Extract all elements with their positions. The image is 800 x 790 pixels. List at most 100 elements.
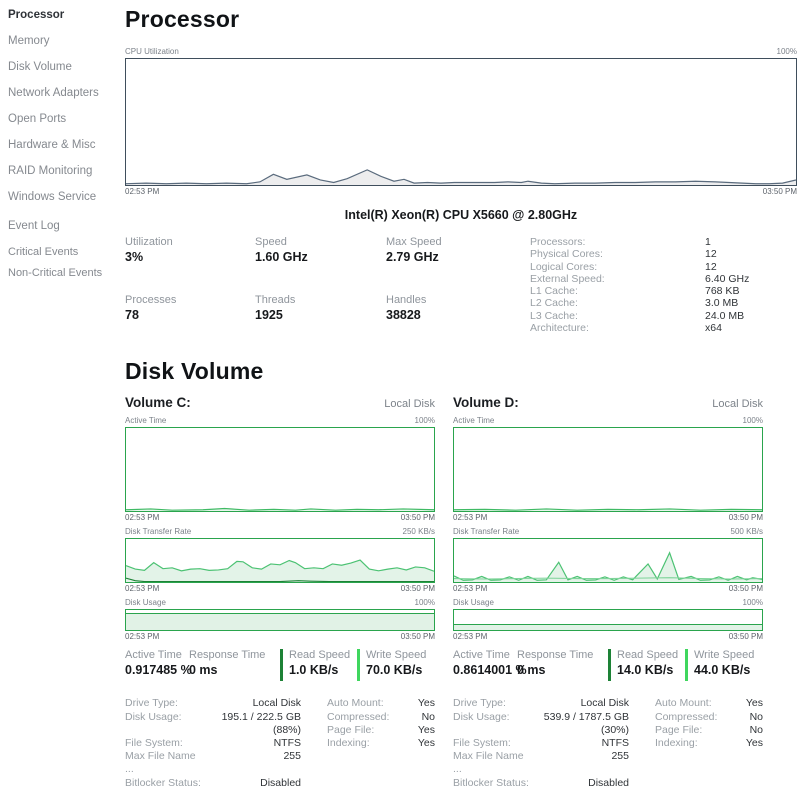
volume-c-read-speed-stat: Read Speed 1.0 KB/s — [280, 649, 350, 682]
detail-value: 24.0 MB — [705, 309, 745, 322]
volume-c-active-time-axis: 02:53 PM 03:50 PM — [125, 513, 435, 522]
volume-c-transfer-head: Disk Transfer Rate 250 KB/s — [125, 527, 435, 536]
volume-detail-row: Bitlocker Status: Disabled — [453, 777, 629, 790]
processor-stats-area: Utilization 3% Speed 1.60 GHz Max Speed 2.79 … — [125, 236, 797, 334]
detail-label: Indexing: — [655, 736, 698, 749]
sidebar-item-windows-service[interactable]: Windows Service — [8, 191, 97, 203]
stat-value: 0 ms — [189, 663, 218, 678]
cpu-chart-max-label: 100% — [776, 47, 797, 56]
volume-c-transfer-head-label: Disk Transfer Rate — [125, 527, 192, 537]
detail-value: Yes — [417, 723, 435, 736]
cpu-detail-row: Processors: 1 — [530, 236, 762, 248]
stat-label: Response Time — [517, 649, 594, 662]
detail-value: 1 — [705, 236, 711, 248]
volume-detail-row: Bitlocker Status: Disabled — [125, 777, 301, 790]
volume-c-name: Volume C: — [125, 395, 191, 411]
sidebar-item-disk-volume[interactable]: Disk Volume — [8, 61, 72, 73]
sidebar-item-hardware-misc[interactable]: Hardware & Misc — [8, 139, 96, 151]
stat-value: 38828 — [386, 307, 421, 322]
cpu-chart-time-axis: 02:53 PM 03:50 PM — [125, 187, 797, 196]
stat-value: 78 — [125, 307, 139, 322]
volume-detail-row: Drive Type: Local Disk — [453, 697, 629, 710]
volume-c-transfer-axis: 02:53 PM 03:50 PM — [125, 584, 435, 593]
detail-label: Physical Cores: — [530, 248, 603, 261]
detail-label: Auto Mount: — [327, 697, 384, 710]
sidebar-item-network-adapters[interactable]: Network Adapters — [8, 87, 99, 99]
volume-d-active-time-axis: 02:53 PM 03:50 PM — [453, 513, 763, 522]
stat-label: Active Time — [453, 649, 510, 662]
detail-value: 195.1 / 222.5 GB (88%) — [221, 710, 301, 736]
volume-c-transfer-axis-end: 03:50 PM — [400, 584, 435, 594]
sidebar-item-critical-events[interactable]: Critical Events — [8, 246, 79, 258]
volume-c-usage-head-max: 100% — [414, 598, 435, 608]
sidebar-item-processor[interactable]: Processor — [8, 9, 65, 21]
volume-d-type: Local Disk — [712, 398, 763, 411]
stat-value: 2.79 GHz — [386, 250, 439, 264]
detail-value: 12 — [705, 248, 717, 261]
cpu-stat-handles: Handles 38828 — [386, 294, 530, 335]
volume-c-usage-axis: 02:53 PM 03:50 PM — [125, 632, 435, 641]
cpu-stat-threads: Threads 1925 — [255, 294, 386, 335]
sidebar-item-memory[interactable]: Memory — [8, 35, 50, 47]
detail-value: Yes — [417, 736, 435, 749]
cpu-detail-row: L2 Cache: 3.0 MB — [530, 297, 762, 309]
stat-label: Speed — [255, 236, 287, 248]
detail-label: Max File Name ... — [125, 750, 196, 776]
stat-label: Utilization — [125, 236, 173, 248]
processor-section: Processor CPU Utilization 100% 02:53 PM … — [125, 6, 797, 334]
detail-value: Local Disk — [252, 697, 301, 710]
volume-detail-row: Page File: Yes — [327, 724, 435, 737]
volume-c-stats: Active Time 0.917485 % Response Time 0 ms Re… — [125, 649, 435, 683]
detail-label: Processors: — [530, 236, 586, 248]
detail-label: Max File Name ... — [453, 750, 524, 776]
stat-label: Max Speed — [386, 236, 442, 248]
volume-d-details-right: Auto Mount: Yes Compressed: No Page File: No I… — [655, 697, 763, 789]
volume-d-active-time-axis-end: 03:50 PM — [728, 513, 763, 523]
detail-label: Architecture: — [530, 322, 589, 335]
volume-detail-row: Disk Usage: 539.9 / 1787.5 GB (30%) — [453, 711, 629, 737]
volume-d-transfer-head: Disk Transfer Rate 500 KB/s — [453, 527, 763, 536]
processor-section-title: Processor — [125, 6, 240, 32]
sidebar-item-event-log[interactable]: Event Log — [8, 220, 60, 232]
volume-d-transfer-axis-start: 02:53 PM — [453, 584, 488, 594]
volume-detail-row: File System: NTFS — [125, 737, 301, 750]
volume-c: Volume C: Local Disk Active Time 100% 02:53 … — [125, 395, 435, 789]
volume-c-usage-axis-start: 02:53 PM — [125, 632, 160, 642]
sidebar: Processor Memory Disk Volume Network Adapte… — [0, 0, 125, 776]
volume-c-usage-axis-end: 03:50 PM — [400, 632, 435, 642]
volume-d-read-speed-stat: Read Speed 14.0 KB/s — [608, 649, 678, 682]
stat-value: 1925 — [255, 307, 283, 322]
sidebar-item-open-ports[interactable]: Open Ports — [8, 113, 67, 125]
detail-label: Compressed: — [655, 710, 718, 723]
cpu-stats-grid: Utilization 3% Speed 1.60 GHz Max Speed 2.79 … — [125, 236, 530, 334]
cpu-model-name: Intel(R) Xeon(R) CPU X5660 @ 2.80GHz — [344, 208, 578, 222]
volume-d-transfer-head-label: Disk Transfer Rate — [453, 527, 520, 537]
stat-label: Write Speed — [694, 649, 755, 662]
detail-value: x64 — [705, 322, 722, 335]
volume-detail-row: Disk Usage: 195.1 / 222.5 GB (88%) — [125, 711, 301, 737]
stat-value: 0.917485 % — [125, 663, 192, 678]
stat-value: 3% — [125, 250, 144, 264]
volume-d-active-time-head-max: 100% — [742, 416, 763, 426]
volume-d-active-time-axis-start: 02:53 PM — [453, 513, 488, 523]
volume-d-active-time-stat: Active Time 0.8614001 % — [453, 649, 527, 677]
volume-c-active-time-head-label: Active Time — [125, 416, 167, 426]
detail-label: Bitlocker Status: — [453, 776, 529, 789]
volume-c-header: Volume C: Local Disk — [125, 395, 435, 411]
sidebar-item-raid-monitoring[interactable]: RAID Monitoring — [8, 165, 93, 177]
detail-label: Disk Usage: — [453, 710, 510, 723]
disk-section-title: Disk Volume — [125, 358, 264, 385]
volume-d-usage-head-max: 100% — [742, 598, 763, 608]
detail-label: Auto Mount: — [655, 697, 712, 710]
sidebar-item-non-critical-events[interactable]: Non-Critical Events — [8, 267, 103, 279]
main-content: Processor CPU Utilization 100% 02:53 PM … — [125, 0, 800, 789]
volume-d-transfer-head-max: 500 KB/s — [730, 527, 763, 537]
volume-c-transfer-chart — [125, 538, 435, 584]
detail-label: Logical Cores: — [530, 260, 598, 273]
volume-c-usage-chart — [125, 609, 435, 632]
volume-c-transfer-axis-start: 02:53 PM — [125, 584, 160, 594]
detail-value: Disabled — [260, 776, 301, 789]
cpu-chart-end-time: 03:50 PM — [762, 187, 797, 196]
volumes-container: Volume C: Local Disk Active Time 100% 02:53 … — [125, 395, 797, 789]
